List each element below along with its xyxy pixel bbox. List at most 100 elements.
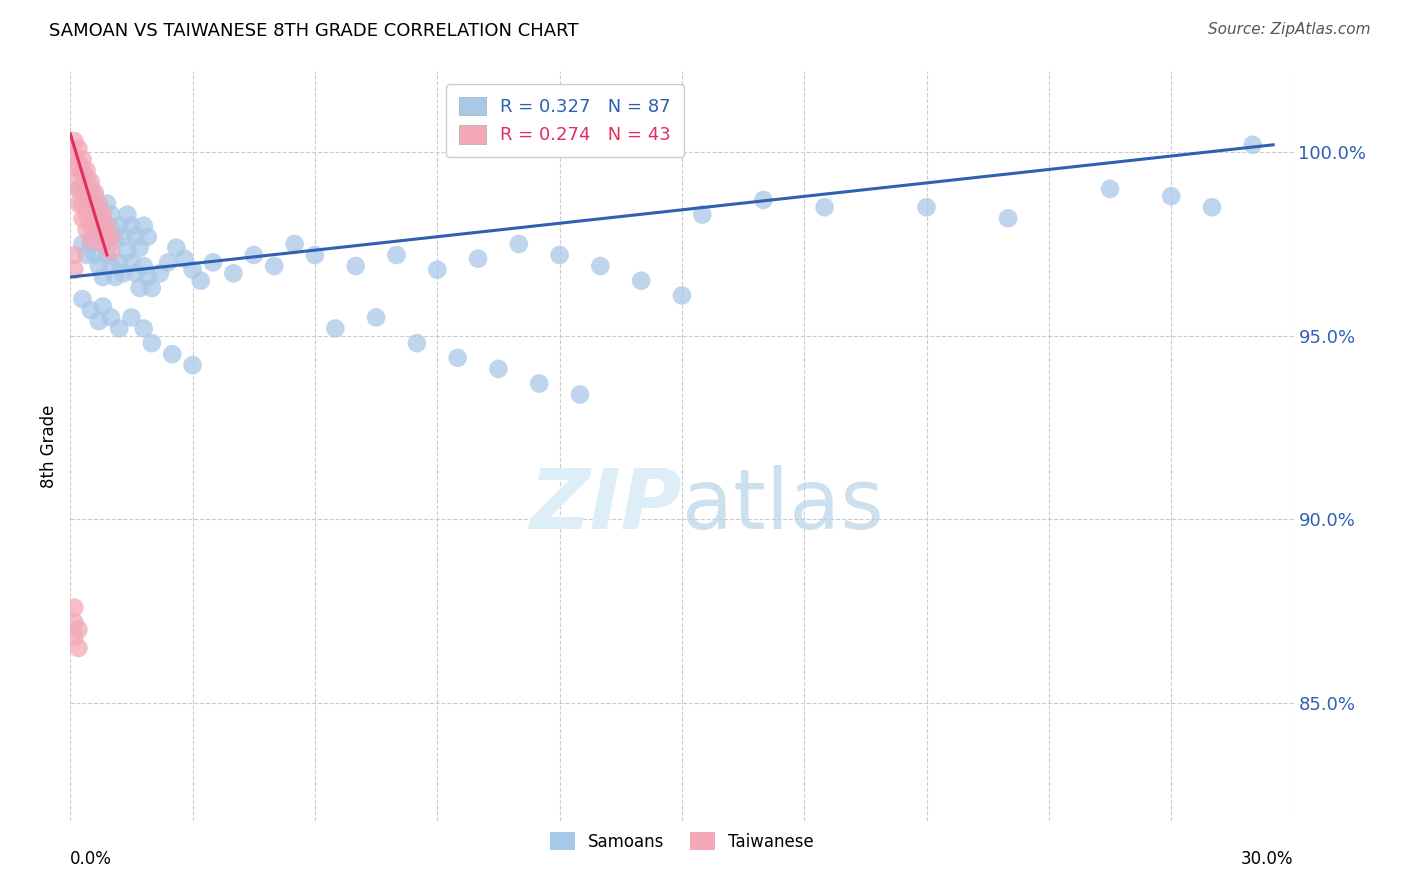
Point: [141, 336, 163, 351]
Point: [488, 362, 510, 376]
Point: [91, 300, 114, 314]
Point: [202, 255, 225, 269]
Point: [96, 248, 118, 262]
Point: [63, 134, 86, 148]
Point: [100, 259, 122, 273]
Point: [323, 321, 347, 335]
Point: [165, 241, 187, 255]
Point: [385, 248, 408, 262]
Point: [76, 193, 98, 207]
Point: [100, 229, 122, 244]
Point: [568, 387, 592, 401]
Point: [96, 233, 118, 247]
Point: [83, 200, 105, 214]
Point: [128, 281, 150, 295]
Point: [529, 376, 551, 391]
Point: [108, 321, 131, 335]
Point: [112, 266, 135, 280]
Point: [173, 252, 195, 266]
Point: [149, 266, 172, 280]
Point: [243, 248, 266, 262]
Point: [104, 270, 127, 285]
Point: [83, 186, 105, 200]
Point: [997, 211, 1019, 226]
Point: [304, 248, 326, 262]
Point: [67, 640, 90, 655]
Point: [79, 189, 103, 203]
Text: atlas: atlas: [682, 466, 883, 547]
Point: [181, 358, 204, 372]
Point: [72, 163, 94, 178]
Point: [67, 141, 90, 155]
Point: [100, 222, 122, 236]
Point: [284, 237, 307, 252]
Point: [1201, 200, 1223, 214]
Point: [1160, 189, 1182, 203]
Point: [72, 196, 94, 211]
Point: [67, 170, 90, 185]
Point: [67, 182, 90, 196]
Point: [124, 229, 146, 244]
Point: [63, 160, 86, 174]
Point: [79, 233, 103, 247]
Point: [96, 219, 118, 233]
Point: [79, 219, 103, 233]
Point: [83, 248, 105, 262]
Point: [752, 193, 775, 207]
Point: [406, 336, 429, 351]
Point: [91, 237, 114, 252]
Point: [87, 259, 110, 273]
Point: [426, 262, 449, 277]
Point: [132, 259, 155, 273]
Point: [79, 175, 103, 189]
Text: Source: ZipAtlas.com: Source: ZipAtlas.com: [1208, 22, 1371, 37]
Point: [72, 211, 94, 226]
Point: [87, 314, 110, 328]
Text: 30.0%: 30.0%: [1241, 850, 1294, 868]
Point: [1241, 137, 1264, 152]
Point: [63, 248, 86, 262]
Point: [87, 200, 110, 214]
Point: [76, 248, 98, 262]
Point: [63, 149, 86, 163]
Point: [132, 219, 155, 233]
Point: [76, 178, 98, 193]
Point: [67, 156, 90, 170]
Point: [136, 270, 159, 285]
Point: [100, 208, 122, 222]
Point: [467, 252, 489, 266]
Point: [1099, 182, 1122, 196]
Point: [132, 321, 155, 335]
Point: [157, 255, 180, 269]
Text: SAMOAN VS TAIWANESE 8TH GRADE CORRELATION CHART: SAMOAN VS TAIWANESE 8TH GRADE CORRELATIO…: [49, 22, 579, 40]
Point: [63, 630, 86, 644]
Point: [76, 163, 98, 178]
Point: [108, 219, 131, 233]
Point: [162, 347, 183, 361]
Point: [79, 303, 103, 318]
Point: [548, 248, 571, 262]
Point: [181, 262, 204, 277]
Point: [83, 215, 105, 229]
Point: [72, 153, 94, 167]
Point: [263, 259, 285, 273]
Point: [117, 208, 139, 222]
Point: [108, 255, 131, 269]
Point: [63, 600, 86, 615]
Point: [589, 259, 612, 273]
Point: [121, 255, 143, 269]
Point: [72, 292, 94, 306]
Point: [128, 241, 150, 255]
Point: [117, 244, 139, 259]
Point: [136, 229, 159, 244]
Point: [63, 262, 86, 277]
Point: [67, 623, 90, 637]
Point: [100, 310, 122, 325]
Point: [104, 233, 127, 247]
Point: [630, 274, 652, 288]
Point: [87, 211, 110, 226]
Point: [915, 200, 938, 214]
Point: [813, 200, 835, 214]
Point: [67, 196, 90, 211]
Point: [72, 237, 94, 252]
